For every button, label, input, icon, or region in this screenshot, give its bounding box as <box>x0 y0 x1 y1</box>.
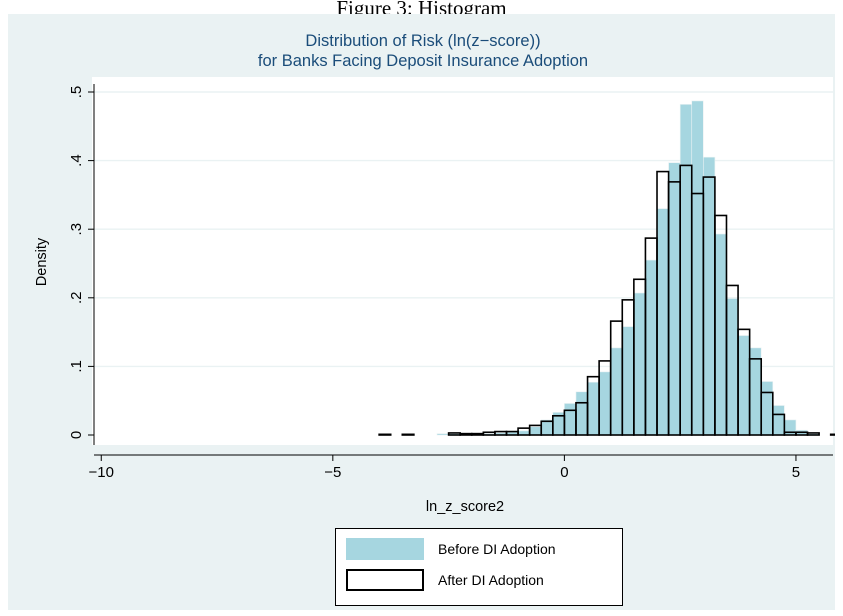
histogram-chart: Distribution of Risk (ln(z−score)) for B… <box>34 32 835 515</box>
x-axis-label: ln_z_score2 <box>426 499 504 515</box>
bar-before <box>668 162 681 436</box>
x-tick-label: 0 <box>560 464 568 481</box>
legend-swatch-after <box>346 569 424 591</box>
chart-graph-region: Distribution of Risk (ln(z−score)) for B… <box>8 14 835 610</box>
legend-label-before: Before DI Adoption <box>438 541 556 557</box>
bar-before <box>540 419 554 436</box>
figure-caption: Figure 3: Histogram <box>336 0 507 16</box>
bar-before <box>703 156 716 436</box>
bar-before <box>645 259 658 436</box>
bar-after <box>470 432 485 436</box>
y-tick-label: .2 <box>68 292 85 305</box>
bar-before <box>436 433 449 436</box>
bar-before <box>772 405 785 436</box>
bar-before <box>633 292 646 436</box>
y-tick-label: .1 <box>68 360 85 373</box>
bar-before <box>529 426 542 436</box>
y-axis-label: Density <box>34 237 50 286</box>
bar-before <box>598 371 612 436</box>
x-tick-label: −10 <box>89 464 114 481</box>
y-tick-label: .4 <box>68 154 85 167</box>
bar-after <box>459 432 473 436</box>
legend-swatch-before <box>346 538 424 560</box>
x-tick-label: 5 <box>792 464 800 481</box>
x-tick-label: −5 <box>324 464 341 481</box>
bar-before <box>656 208 669 436</box>
legend-item-after: After DI Adoption <box>346 567 544 593</box>
chart-subtitle: for Banks Facing Deposit Insurance Adopt… <box>258 52 588 70</box>
bar-after <box>829 433 835 436</box>
legend-label-after: After DI Adoption <box>438 572 544 588</box>
y-tick-label: 0 <box>68 431 85 439</box>
bar-after <box>401 433 415 436</box>
bar-before <box>575 391 588 436</box>
bar-before <box>564 403 577 436</box>
bar-before <box>714 233 727 436</box>
bar-after <box>378 433 392 436</box>
legend-item-before: Before DI Adoption <box>346 536 556 562</box>
bar-before <box>621 326 635 436</box>
bar-before <box>737 335 750 436</box>
bar-before <box>610 347 623 436</box>
bar-before <box>749 347 762 436</box>
bar-after <box>806 432 820 436</box>
chart-legend: Before DI Adoption After DI Adoption <box>335 528 623 606</box>
y-tick-label: .5 <box>68 86 85 99</box>
bar-before <box>760 381 774 436</box>
chart-title: Distribution of Risk (ln(z−score)) <box>305 32 540 50</box>
bar-before <box>726 298 739 436</box>
bar-after <box>771 413 786 436</box>
y-tick-label: .3 <box>68 223 85 236</box>
bar-before <box>691 100 704 436</box>
bar-before <box>587 381 600 436</box>
bar-before <box>679 104 693 436</box>
